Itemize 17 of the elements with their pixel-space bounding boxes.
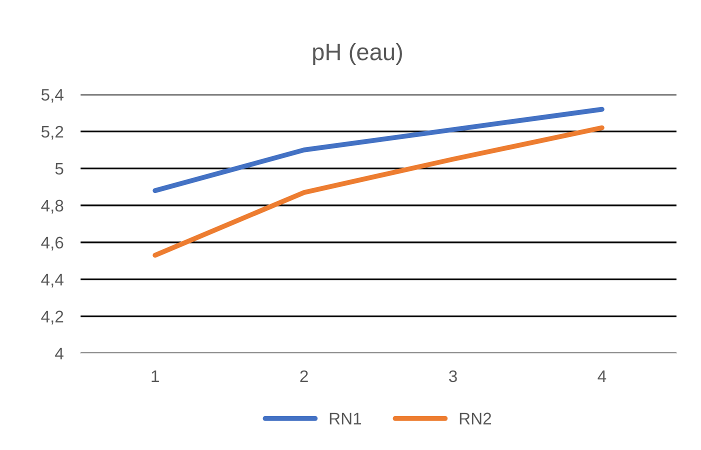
y-tick-label: 5 <box>55 163 64 175</box>
y-tick-label: 4,6 <box>41 236 64 251</box>
x-tick-label: 3 <box>449 370 457 382</box>
y-tick-label: 5,2 <box>41 126 64 140</box>
line-series <box>152 106 604 194</box>
y-tick-label: 4,4 <box>41 274 64 288</box>
y-tick-label: 4,2 <box>41 310 64 324</box>
y-tick-label: 4,8 <box>41 200 64 214</box>
line-series <box>152 125 604 258</box>
legend-label: RN1 <box>330 412 362 424</box>
y-tick-label: 5,4 <box>41 89 64 103</box>
legend-label: RN2 <box>460 412 492 424</box>
x-tick-label: 1 <box>152 370 159 382</box>
x-tick-label: 2 <box>300 370 308 382</box>
y-tick-label: 4 <box>55 348 64 360</box>
x-tick-label: 4 <box>598 370 606 382</box>
chart-title: pH (eau) <box>313 42 402 66</box>
